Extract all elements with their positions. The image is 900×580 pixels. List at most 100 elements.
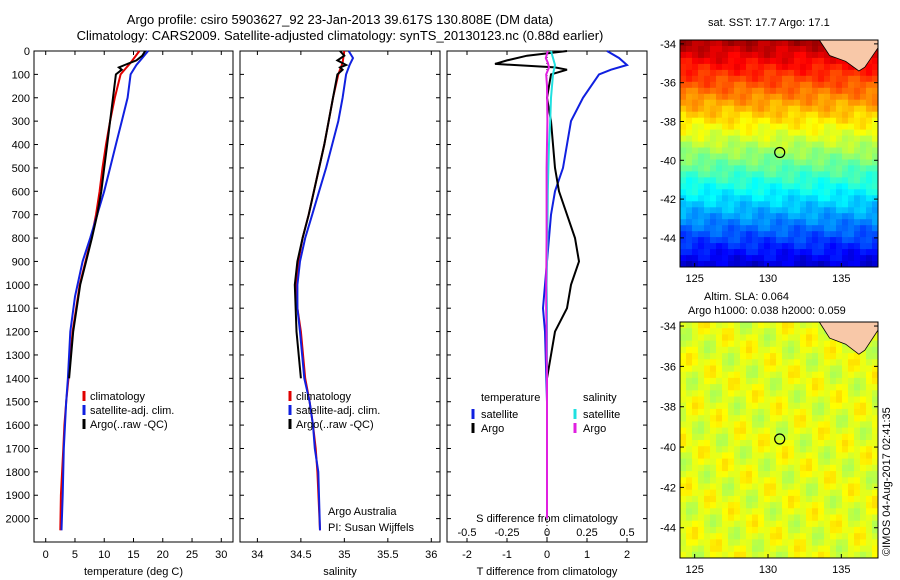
map-cell xyxy=(764,201,771,208)
map-cell xyxy=(752,40,759,47)
map-cell xyxy=(788,322,795,329)
map-cell xyxy=(680,255,687,262)
map-cell xyxy=(746,183,753,190)
map-cell xyxy=(848,213,855,220)
map-cell xyxy=(854,402,861,410)
map-cell xyxy=(800,328,807,335)
map-cell xyxy=(764,159,771,166)
map-cell xyxy=(728,415,735,422)
map-cell xyxy=(680,141,687,149)
map-cell xyxy=(692,471,699,478)
map-cell xyxy=(752,117,759,125)
map-cell xyxy=(746,334,753,342)
map-cell xyxy=(722,111,729,119)
map-cell xyxy=(734,213,741,220)
map-cell xyxy=(692,502,699,509)
map-cell xyxy=(686,433,693,441)
map-cell xyxy=(794,213,801,220)
map-cell xyxy=(830,255,837,262)
map-cell xyxy=(788,402,795,410)
map-cell xyxy=(758,183,765,190)
map-cell xyxy=(872,433,879,441)
map-cell xyxy=(782,365,789,373)
map-cell xyxy=(800,195,807,202)
map-cell xyxy=(776,165,783,172)
map-cell xyxy=(746,539,753,547)
map-cell xyxy=(734,147,741,154)
map-cell xyxy=(830,446,837,453)
map-cell xyxy=(776,477,783,484)
map-cell xyxy=(872,51,879,59)
map-cell xyxy=(866,99,873,107)
map-cell xyxy=(764,539,771,547)
map-cell xyxy=(722,520,729,528)
map-cell xyxy=(830,75,837,83)
map-cell xyxy=(800,514,807,522)
map-cell xyxy=(782,213,789,220)
map-cell xyxy=(764,183,771,190)
map-cell xyxy=(818,147,825,154)
map-cell xyxy=(806,427,813,435)
map-cell xyxy=(782,243,789,250)
map-cell xyxy=(758,141,765,149)
map-cell xyxy=(782,377,789,385)
map-cell xyxy=(836,129,843,137)
map-cell xyxy=(722,237,729,244)
map-cell xyxy=(686,219,693,226)
map-cell xyxy=(812,171,819,178)
map-cell xyxy=(746,171,753,178)
map-cell xyxy=(722,201,729,208)
map-cell xyxy=(806,177,813,184)
map-cell xyxy=(734,123,741,131)
map-cell xyxy=(794,539,801,547)
map-cell xyxy=(758,402,765,410)
map-cell xyxy=(764,334,771,342)
map-cell xyxy=(782,261,789,268)
map-cell xyxy=(764,402,771,410)
map-cell xyxy=(854,408,861,416)
map-cell xyxy=(818,195,825,202)
map-cell xyxy=(824,433,831,441)
map-cell xyxy=(686,129,693,137)
map-cell xyxy=(848,87,855,95)
map-cell xyxy=(830,201,837,208)
map-cell xyxy=(794,353,801,360)
map-cell xyxy=(686,377,693,385)
map-cell xyxy=(710,433,717,441)
map-cell xyxy=(746,359,753,366)
map-cell xyxy=(824,551,831,559)
map-cell xyxy=(686,99,693,107)
map-cell xyxy=(818,526,825,534)
map-cell xyxy=(812,207,819,214)
map-cell xyxy=(704,471,711,478)
map-cell xyxy=(746,346,753,354)
map-cell xyxy=(698,446,705,453)
map-cell xyxy=(764,471,771,478)
map-cell xyxy=(686,51,693,59)
map-cell xyxy=(830,183,837,190)
map-cell xyxy=(692,551,699,559)
map-cell xyxy=(818,464,825,472)
map-cell xyxy=(722,427,729,435)
map-cell xyxy=(758,69,765,77)
map-cell xyxy=(746,365,753,373)
map-cell xyxy=(800,135,807,143)
map-cell xyxy=(854,123,861,131)
map-cell xyxy=(704,75,711,83)
map-cell xyxy=(734,545,741,553)
map-cell xyxy=(842,471,849,478)
map-cell xyxy=(734,135,741,143)
map-cell xyxy=(776,539,783,547)
map-cell xyxy=(854,135,861,143)
map-cell xyxy=(710,384,717,391)
map-cell xyxy=(782,334,789,342)
map-cell xyxy=(692,75,699,83)
map-cell xyxy=(854,359,861,366)
map-cell xyxy=(848,123,855,131)
map-cell xyxy=(752,539,759,547)
map-cell xyxy=(764,135,771,143)
map-cell xyxy=(854,483,861,491)
map-cell xyxy=(812,458,819,466)
map-cell xyxy=(830,384,837,391)
map-cell xyxy=(836,396,843,404)
